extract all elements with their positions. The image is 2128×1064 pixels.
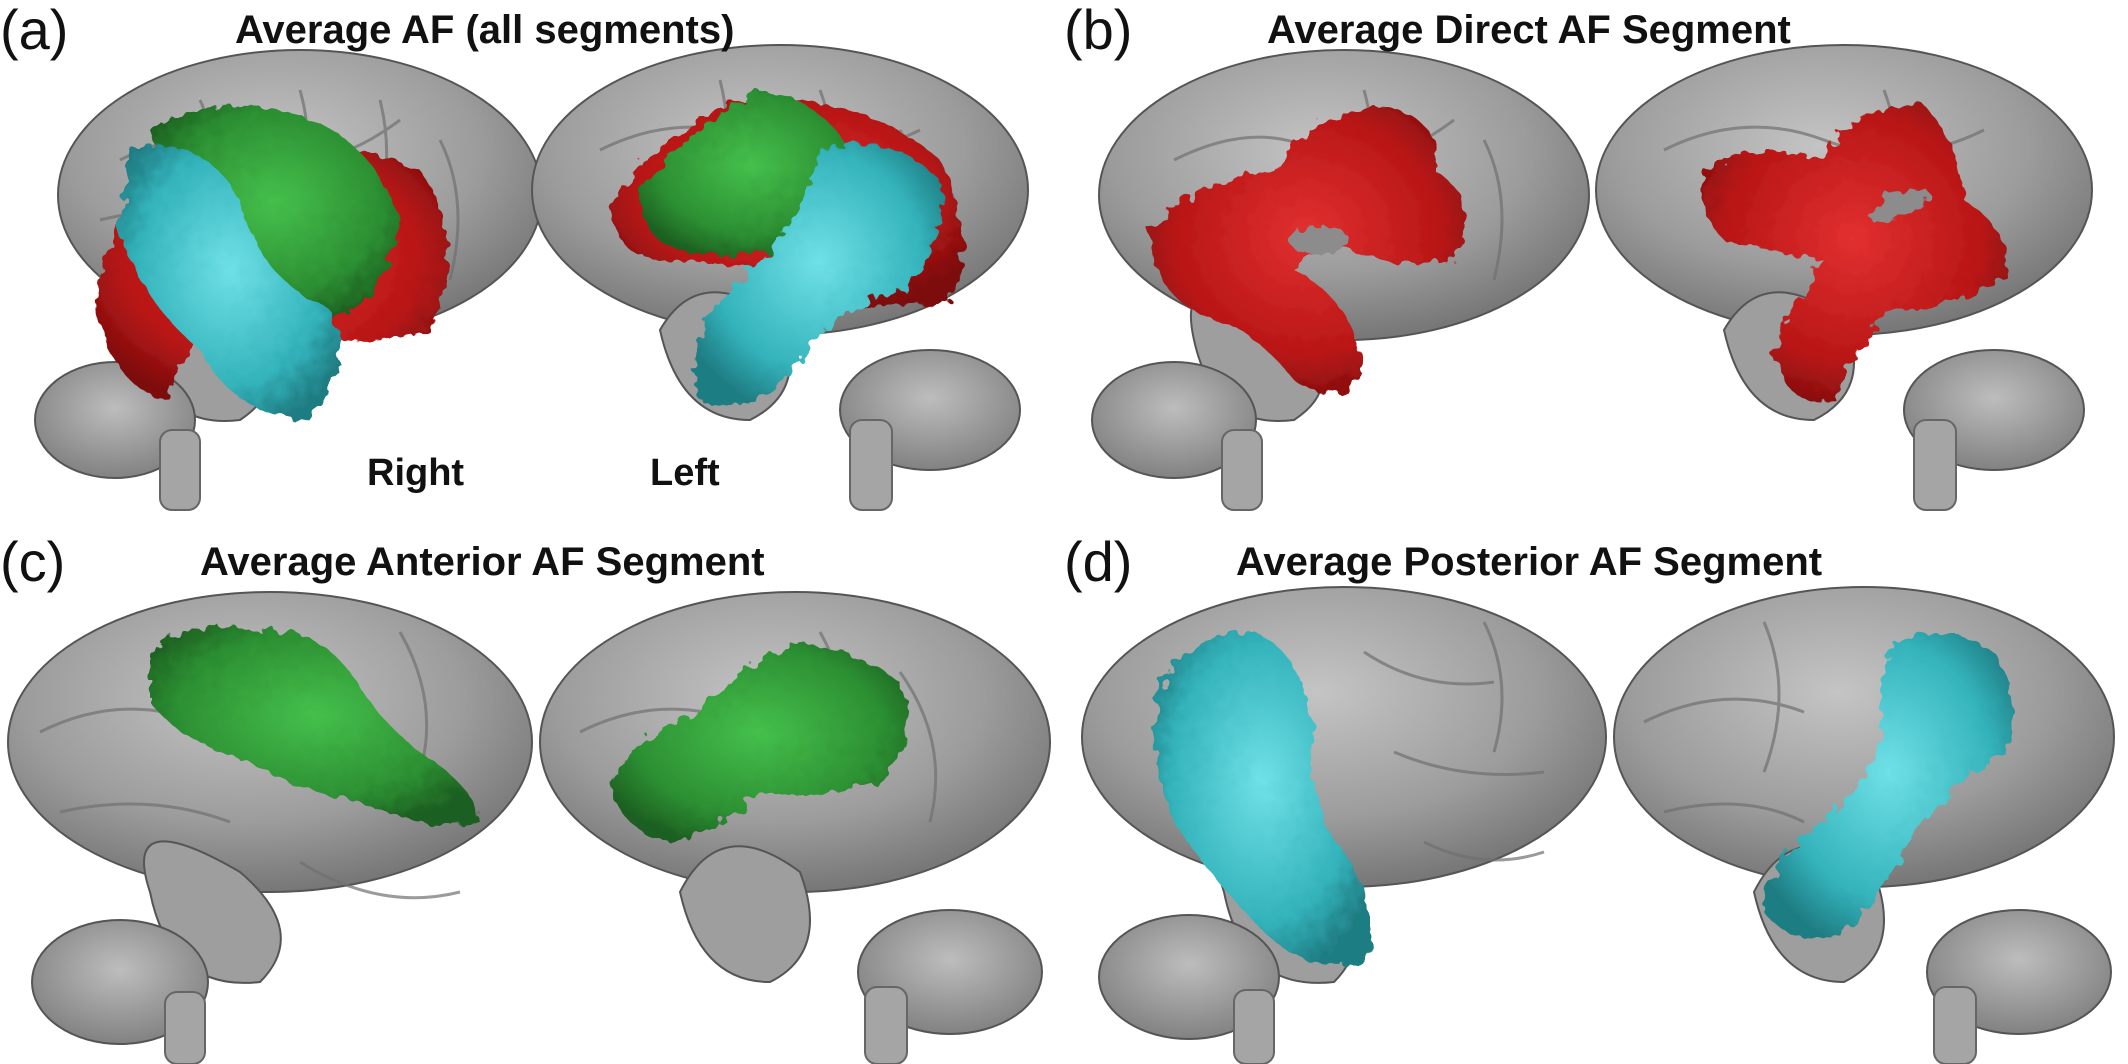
panel-c-title: Average Anterior AF Segment (200, 540, 765, 584)
left-af-tracts (610, 90, 963, 406)
panel-a-letter: (a) (0, 0, 69, 61)
panel-c-letter: (c) (0, 530, 66, 593)
panel-d-letter: (d) (1064, 530, 1133, 593)
right-direct-segment (1149, 105, 1466, 393)
panel-b-letter: (b) (1064, 0, 1133, 61)
panel-b: (b) Average Direct AF Segment (1064, 0, 2128, 532)
left-posterior-segment (1764, 634, 2012, 939)
panel-a: (a) Average AF (all segments) Right Left (0, 0, 1064, 532)
right-hemisphere-label: Right (367, 452, 465, 494)
panel-d-title: Average Posterior AF Segment (1236, 540, 1823, 584)
right-anterior-segment (150, 625, 480, 825)
panel-c: (c) Average Anterior AF Segment (0, 532, 1064, 1064)
right-hemisphere-brain (1081, 586, 1607, 1064)
panel-c-figure (7, 591, 1051, 1064)
panel-b-title: Average Direct AF Segment (1267, 8, 1791, 52)
panel-b-figure (1091, 44, 2093, 511)
panel-d: (d) Average Posterior AF Segment (1064, 532, 2128, 1064)
left-direct-segment (1701, 104, 2006, 402)
right-posterior-segment (1154, 632, 1371, 964)
panel-d-figure (1081, 586, 2115, 1064)
left-anterior-segment (610, 642, 907, 842)
panel-a-title: Average AF (all segments) (235, 8, 735, 52)
panel-a-figure (34, 44, 1029, 511)
left-hemisphere-label: Left (650, 452, 720, 494)
right-af-tracts (95, 105, 448, 421)
